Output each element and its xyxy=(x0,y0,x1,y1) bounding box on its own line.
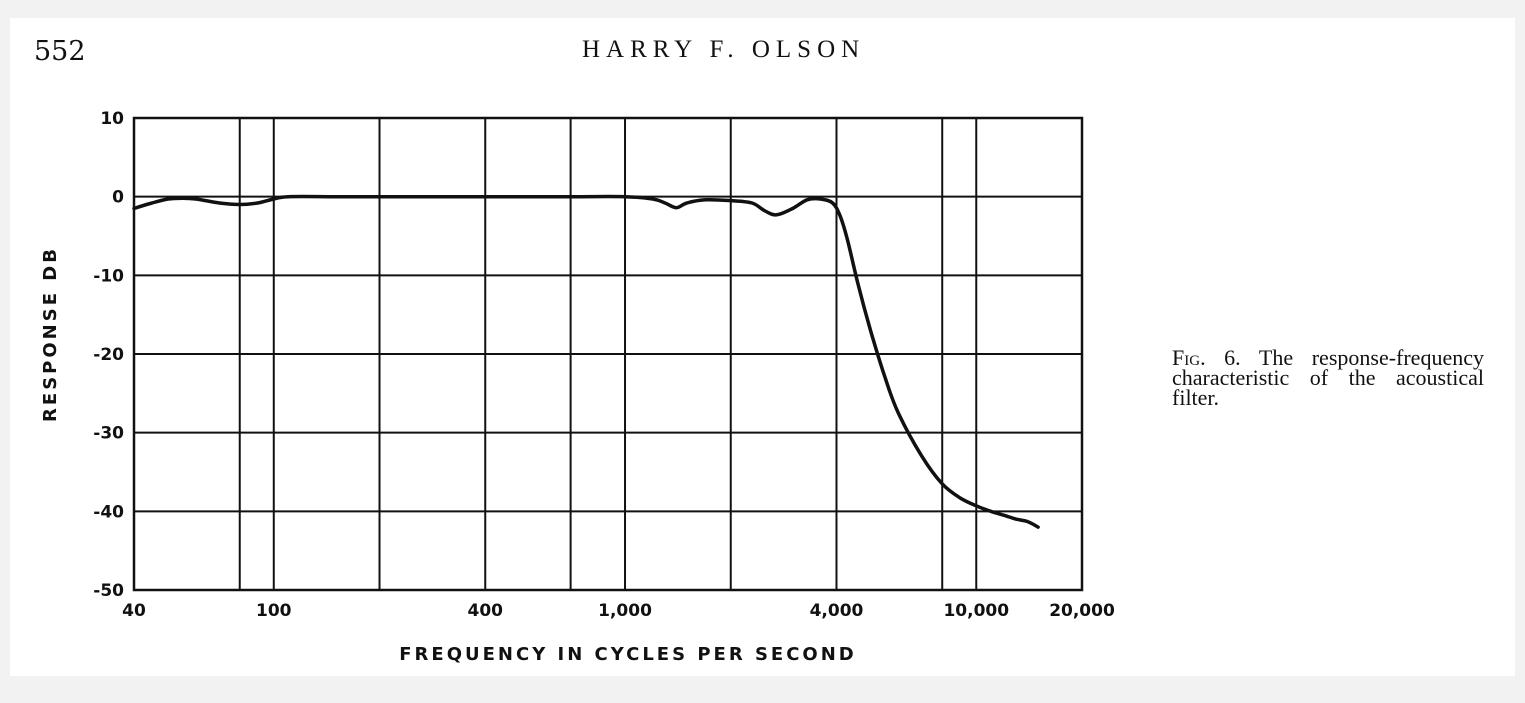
x-tick-label: 400 xyxy=(467,601,503,621)
response-frequency-chart: 100-10-20-30-40-50 40 100 400 1,000 4,000 10,… xyxy=(40,109,1115,665)
x-tick-label: 10,000 xyxy=(943,601,1009,621)
x-tick-label: 1,000 xyxy=(598,601,652,621)
figure-label: Fig. 6. xyxy=(1172,345,1241,370)
figure-caption-text: The response-frequency characteristic of… xyxy=(1172,345,1484,410)
page-number: 552 xyxy=(34,36,86,67)
x-tick-label: 20,000 xyxy=(1049,601,1115,621)
figure-caption: Fig. 6. The response-frequency character… xyxy=(1172,345,1484,410)
y-axis-title: RESPONSE DB xyxy=(40,246,61,422)
plot-frame xyxy=(132,116,1084,592)
x-tick-label: 40 xyxy=(122,601,146,621)
x-tick-labels: 40 100 400 1,000 4,000 10,000 20,000 xyxy=(122,601,1115,621)
horizontal-gridlines xyxy=(134,117,1082,591)
running-head: HARRY F. OLSON xyxy=(582,36,866,63)
response-curve xyxy=(132,194,1040,529)
y-tick-label: -30 xyxy=(93,424,124,444)
y-tick-label: -40 xyxy=(93,502,124,522)
y-tick-label: -50 xyxy=(93,581,124,601)
x-axis-title: FREQUENCY IN CYCLES PER SECOND xyxy=(399,644,856,665)
y-tick-label: -20 xyxy=(93,345,124,365)
x-tick-label: 100 xyxy=(256,601,292,621)
y-tick-label: 0 xyxy=(112,188,124,208)
y-tick-label: -10 xyxy=(93,266,124,286)
y-tick-labels: 10 0 -10 -20 -30 -40 -50 xyxy=(93,109,124,601)
y-tick-label: 10 xyxy=(100,109,124,129)
document-page: 552 HARRY F. OLSON 10 0 -10 -20 -30 -40 -50 40… xyxy=(10,18,1515,676)
x-tick-label: 4,000 xyxy=(810,601,864,621)
